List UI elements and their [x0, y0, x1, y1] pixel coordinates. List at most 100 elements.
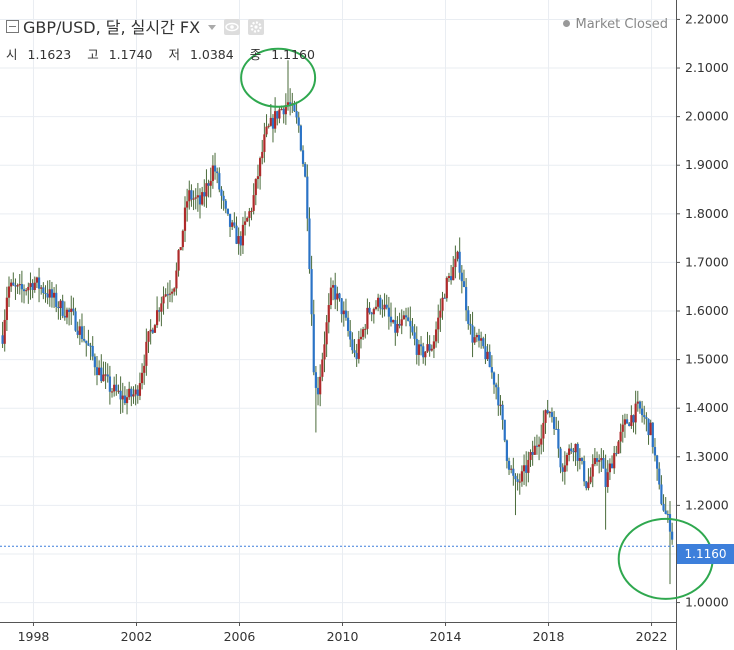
candle-body [394, 320, 397, 333]
candle-body [108, 376, 111, 392]
candle-body [104, 374, 107, 376]
candle-body [379, 297, 382, 309]
candle-body [40, 287, 43, 289]
candle-body [510, 468, 513, 470]
candle-body [164, 294, 167, 297]
candle-body [132, 394, 135, 397]
candle-body [239, 236, 242, 246]
candle-body [402, 315, 405, 320]
candle-body [525, 465, 528, 473]
candle-body [213, 165, 217, 172]
candle-body [359, 336, 363, 340]
candle-body [168, 293, 172, 295]
candle-body [368, 307, 371, 313]
candle-body [89, 345, 92, 347]
caret-down-icon[interactable] [208, 25, 217, 30]
candle-body [254, 179, 257, 196]
gear-icon[interactable] [248, 19, 265, 35]
eye-icon[interactable] [224, 19, 241, 35]
candle-body [209, 181, 212, 186]
candle-body [80, 326, 84, 339]
candle-body [647, 418, 650, 436]
candle-body [153, 325, 157, 333]
candle-body [613, 453, 616, 469]
candle-body [598, 460, 601, 462]
candle-body [516, 479, 519, 482]
candle-body [186, 201, 189, 208]
candle-body [74, 311, 77, 331]
candle-body [140, 372, 144, 384]
symbol-title[interactable]: GBP/USD, 달, 실시간 FX [23, 18, 201, 37]
candle-body [263, 134, 266, 152]
candle-body [336, 293, 339, 300]
candle-body [441, 297, 444, 311]
candle-body [3, 319, 6, 344]
candle-body [274, 111, 277, 129]
candle-body [385, 304, 388, 308]
candle-body [553, 416, 556, 429]
candle-body [529, 452, 532, 460]
candle-body [649, 422, 652, 436]
candle-body [235, 225, 238, 244]
high-label: 고 [87, 47, 99, 62]
candle-body [430, 348, 433, 351]
candle-body [610, 463, 614, 469]
y-tick-label: 1.6000 [685, 303, 729, 318]
status-dot-icon [562, 20, 570, 27]
candle-body [181, 230, 184, 248]
candle-body [537, 444, 541, 447]
candle-body [507, 460, 511, 470]
candle-body [119, 390, 122, 400]
candle-body [484, 346, 487, 360]
candle-body [203, 192, 206, 197]
candle-body [482, 338, 485, 347]
candle-body [458, 251, 461, 273]
candle-body [293, 103, 296, 112]
candle-body [65, 309, 69, 318]
candle-body [514, 475, 517, 480]
candle-body [48, 289, 51, 298]
candle-body [593, 458, 596, 465]
candle-body [76, 330, 79, 335]
candle-body [83, 338, 86, 341]
high-value: 1.1740 [108, 47, 153, 62]
candle-body [563, 465, 566, 472]
candle-body [282, 108, 285, 115]
candle-body [409, 320, 412, 327]
candle-body [78, 326, 81, 335]
candle-body [645, 417, 648, 419]
candle-body [351, 339, 354, 351]
candle-body [222, 195, 225, 201]
candle-body [469, 323, 472, 326]
square-minus-icon[interactable] [6, 20, 19, 33]
candle-body [224, 200, 227, 209]
candle-body [100, 367, 103, 382]
candle-body [522, 465, 526, 472]
y-tick-label: 1.3000 [685, 449, 729, 464]
candle-body [136, 389, 139, 396]
candle-body [314, 372, 317, 388]
candle-body [198, 195, 202, 205]
candle-body [316, 387, 320, 395]
ohlc-values: 시 1.1623 고 1.1740 저 1.0384 종 1.1160 [6, 44, 327, 63]
candle-body [447, 276, 451, 278]
candle-body [422, 346, 425, 358]
candle-body [87, 343, 90, 346]
candle-body [138, 383, 142, 396]
candle-body [323, 344, 326, 360]
candle-body [310, 269, 313, 315]
candle-body [91, 345, 94, 357]
candle-body [666, 514, 669, 516]
y-tick-label: 1.9000 [685, 157, 729, 172]
candle-body [35, 277, 39, 283]
candle-body [85, 340, 88, 344]
annotation-circle-peak [240, 47, 317, 108]
candle-body [143, 365, 146, 373]
candle-body [128, 388, 131, 398]
candle-body [630, 415, 633, 426]
candle-body [346, 317, 350, 331]
candle-body [651, 422, 654, 448]
candle-body [608, 463, 612, 473]
